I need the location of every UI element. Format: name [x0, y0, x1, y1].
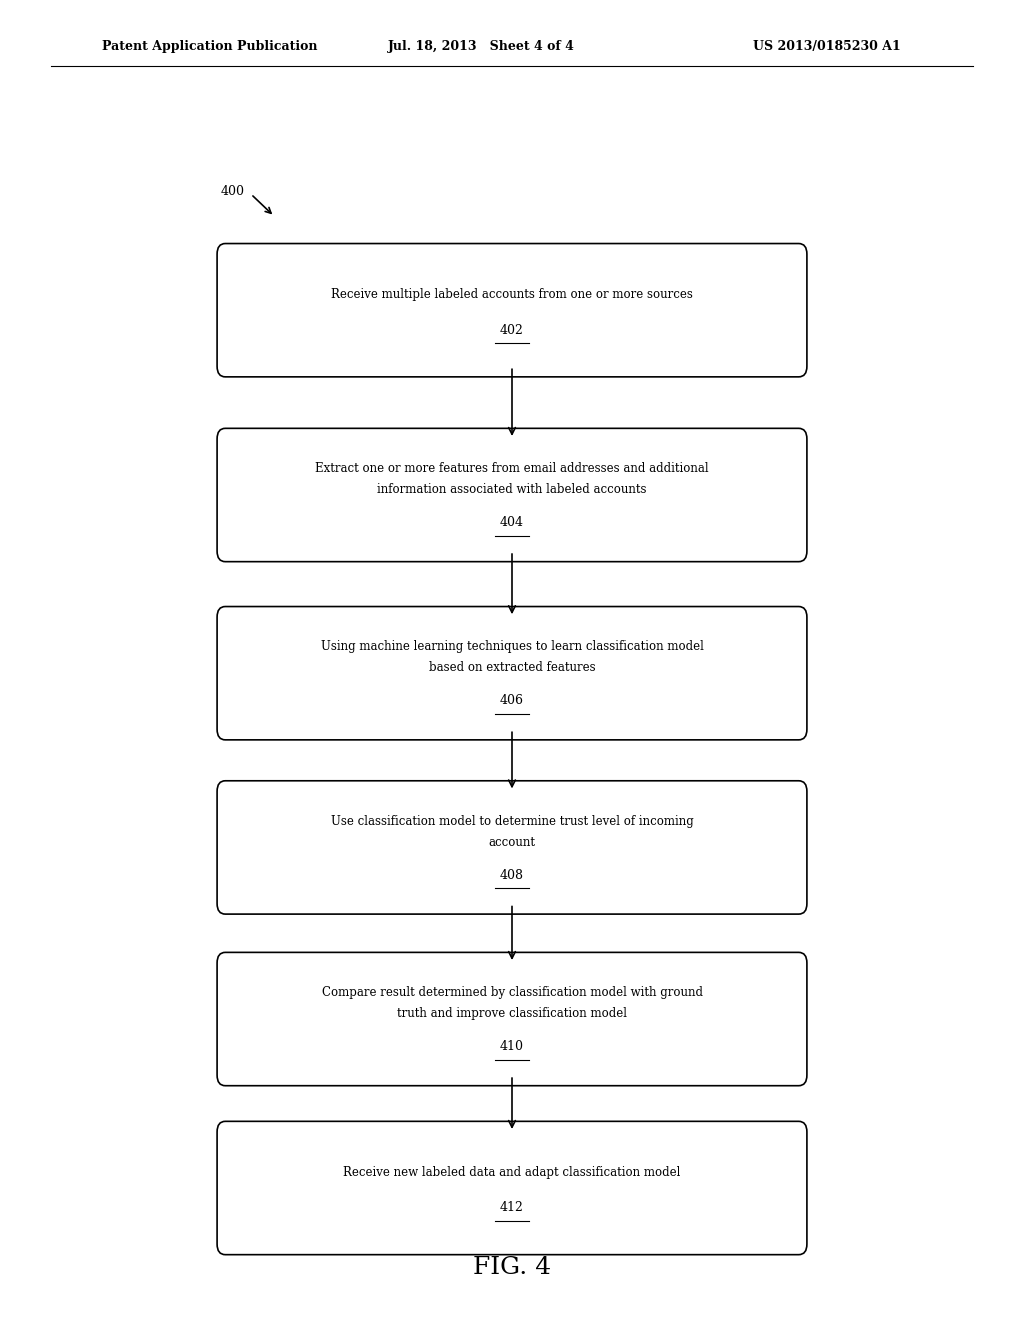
Text: account: account — [488, 836, 536, 849]
Text: 406: 406 — [500, 694, 524, 708]
Text: Use classification model to determine trust level of incoming: Use classification model to determine tr… — [331, 814, 693, 828]
Text: 404: 404 — [500, 516, 524, 529]
Text: 408: 408 — [500, 869, 524, 882]
Text: Patent Application Publication: Patent Application Publication — [102, 40, 317, 53]
Text: Jul. 18, 2013   Sheet 4 of 4: Jul. 18, 2013 Sheet 4 of 4 — [388, 40, 574, 53]
FancyBboxPatch shape — [217, 953, 807, 1085]
Text: 412: 412 — [500, 1201, 524, 1214]
FancyBboxPatch shape — [217, 243, 807, 378]
Text: 402: 402 — [500, 323, 524, 337]
Text: 400: 400 — [220, 185, 244, 198]
Text: Compare result determined by classification model with ground: Compare result determined by classificat… — [322, 986, 702, 999]
Text: Receive multiple labeled accounts from one or more sources: Receive multiple labeled accounts from o… — [331, 288, 693, 301]
FancyBboxPatch shape — [217, 607, 807, 739]
Text: US 2013/0185230 A1: US 2013/0185230 A1 — [754, 40, 901, 53]
FancyBboxPatch shape — [217, 1121, 807, 1254]
Text: 410: 410 — [500, 1040, 524, 1053]
Text: Using machine learning techniques to learn classification model: Using machine learning techniques to lea… — [321, 640, 703, 653]
Text: FIG. 4: FIG. 4 — [473, 1255, 551, 1279]
Text: Extract one or more features from email addresses and additional: Extract one or more features from email … — [315, 462, 709, 475]
Text: truth and improve classification model: truth and improve classification model — [397, 1007, 627, 1020]
Text: Receive new labeled data and adapt classification model: Receive new labeled data and adapt class… — [343, 1166, 681, 1179]
FancyBboxPatch shape — [217, 781, 807, 913]
FancyBboxPatch shape — [217, 428, 807, 562]
Text: information associated with labeled accounts: information associated with labeled acco… — [377, 483, 647, 496]
Text: based on extracted features: based on extracted features — [429, 661, 595, 675]
